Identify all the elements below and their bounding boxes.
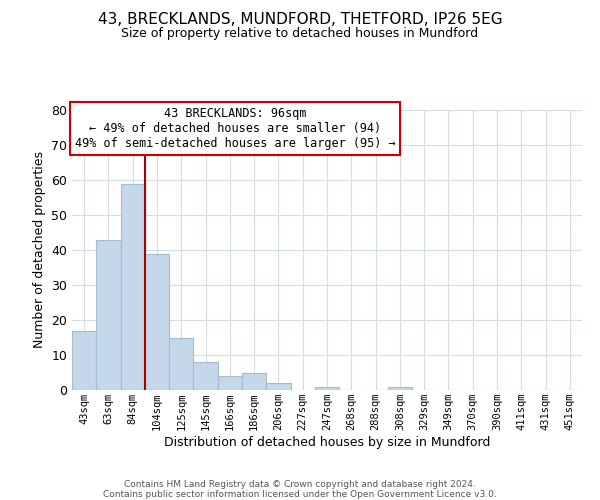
Bar (315, 386, 339, 390)
Bar (145, 254, 169, 390)
Y-axis label: Number of detached properties: Number of detached properties (32, 152, 46, 348)
Bar (121, 184, 145, 390)
Bar (96, 240, 121, 390)
Text: Size of property relative to detached houses in Mundford: Size of property relative to detached ho… (121, 28, 479, 40)
Bar (266, 383, 290, 390)
Bar (388, 386, 412, 390)
Text: 43 BRECKLANDS: 96sqm
← 49% of detached houses are smaller (94)
49% of semi-detac: 43 BRECKLANDS: 96sqm ← 49% of detached h… (75, 107, 395, 150)
Bar (72, 330, 96, 390)
X-axis label: Distribution of detached houses by size in Mundford: Distribution of detached houses by size … (164, 436, 490, 449)
Text: 43, BRECKLANDS, MUNDFORD, THETFORD, IP26 5EG: 43, BRECKLANDS, MUNDFORD, THETFORD, IP26… (98, 12, 502, 28)
Bar (242, 372, 266, 390)
Text: Contains public sector information licensed under the Open Government Licence v3: Contains public sector information licen… (103, 490, 497, 499)
Bar (169, 338, 193, 390)
Bar (218, 376, 242, 390)
Text: Contains HM Land Registry data © Crown copyright and database right 2024.: Contains HM Land Registry data © Crown c… (124, 480, 476, 489)
Bar (193, 362, 218, 390)
